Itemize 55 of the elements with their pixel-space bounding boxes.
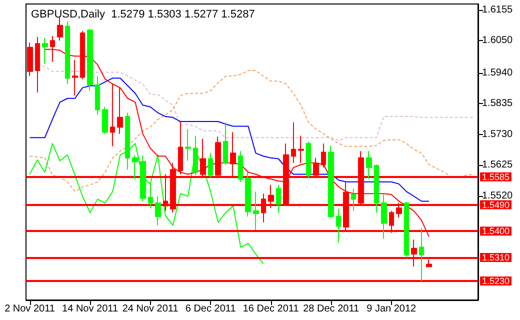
candlestick (110, 84, 115, 147)
x-tick-label: 14 Nov 2011 (62, 304, 118, 314)
x-tick-label: 9 Jan 2012 (366, 304, 417, 314)
candlestick (298, 135, 304, 164)
candlestick (276, 184, 281, 214)
x-tick-label: 2 Nov 2011 (4, 304, 56, 314)
x-tick-label: 6 Dec 2011 (185, 304, 236, 314)
candlestick (374, 164, 379, 214)
candlestick (381, 194, 387, 240)
y-tick-label: 1.5835 (482, 98, 514, 110)
y-tick-label: 1.5940 (482, 67, 514, 78)
candlestick (208, 152, 213, 178)
candlestick (35, 36, 40, 94)
candlestick (404, 202, 409, 258)
candlestick (245, 172, 251, 217)
candlestick (87, 28, 93, 92)
candlestick (185, 128, 191, 162)
line-series (29, 70, 475, 192)
candlestick (366, 150, 372, 180)
ref-line-label: 1.5400 (482, 226, 510, 236)
candlestick (27, 42, 33, 77)
y-tick-label: 1.6155 (482, 4, 514, 16)
candlestick (328, 145, 334, 218)
x-tick-label: 16 Dec 2011 (242, 304, 300, 314)
y-tick-label: 1.5625 (482, 160, 514, 171)
chart-title: GBPUSD,Daily 1.5279 1.5303 1.5277 1.5287 (31, 8, 255, 20)
candlestick (321, 143, 326, 168)
candlestick (140, 156, 146, 202)
candlestick (117, 87, 123, 134)
candlestick (306, 140, 311, 179)
candlestick (351, 188, 356, 212)
candlestick (223, 122, 228, 166)
x-tick-label: 24 Nov 2011 (122, 304, 179, 314)
y-tick-label: 1.5520 (482, 190, 514, 202)
ref-line-label: 1.5310 (482, 252, 510, 263)
candlestick (238, 150, 243, 182)
candlestick (132, 154, 138, 180)
candlestick (419, 228, 424, 282)
candlestick (95, 76, 100, 116)
candlestick (291, 122, 296, 164)
candlestick (148, 183, 153, 208)
candlestick (42, 37, 48, 64)
ref-line-label: 1.5585 (482, 172, 510, 182)
candlestick (336, 208, 341, 244)
candlestick (253, 191, 259, 230)
x-tick-label: 28 Dec 2011 (303, 304, 360, 314)
candlestick (102, 106, 108, 134)
line-series (29, 78, 430, 202)
ref-line-label: 1.5490 (482, 200, 510, 210)
ref-line-label: 1.5230 (482, 276, 510, 286)
candlestick (65, 20, 70, 85)
y-tick-label: 1.5730 (482, 128, 514, 140)
y-tick-label: 1.6050 (482, 35, 514, 46)
candlestick (155, 196, 161, 226)
candlestick (72, 59, 78, 96)
